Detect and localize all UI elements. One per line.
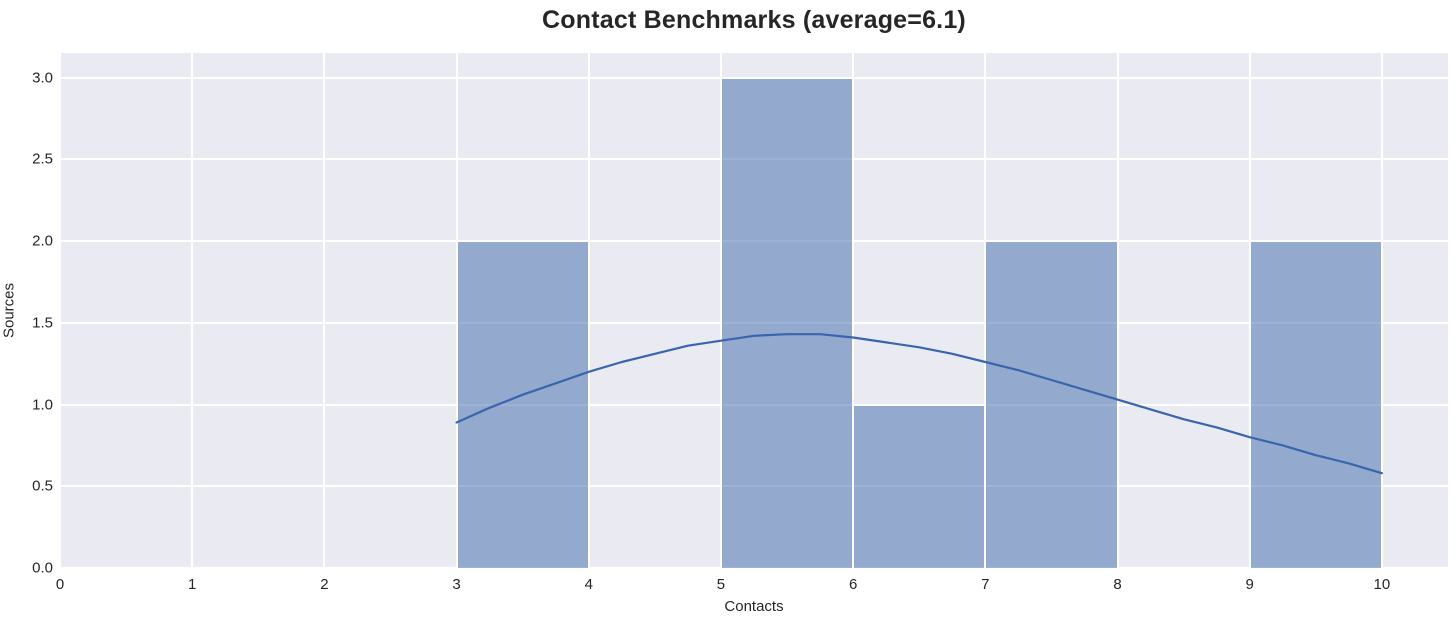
y-tick-label: 1.0 [32, 396, 53, 413]
y-tick-label: 1.5 [32, 314, 53, 332]
gridline-vertical [59, 53, 61, 568]
y-tick-label: 3.0 [32, 69, 53, 87]
histogram-bar [456, 241, 589, 568]
x-tick-label: 1 [188, 576, 197, 593]
x-tick-label: 10 [1373, 576, 1391, 593]
chart-title: Contact Benchmarks (average=6.1) [542, 6, 966, 34]
x-axis-label: Contacts [724, 598, 784, 615]
gridline-vertical [191, 53, 194, 568]
plot-area [59, 53, 1448, 569]
histogram-bar [985, 241, 1118, 568]
y-tick-label: 2.0 [32, 232, 53, 250]
x-tick-label: 5 [716, 576, 726, 593]
histogram-bar [853, 404, 986, 568]
x-tick-label: 3 [452, 576, 461, 593]
y-axis-label: Sources [0, 282, 18, 339]
gridline-vertical [1116, 53, 1119, 568]
gridline-horizontal [60, 567, 1448, 569]
x-tick-label: 8 [1113, 576, 1122, 593]
x-tick-label: 4 [584, 576, 593, 593]
y-tick-label: 0.0 [32, 559, 53, 577]
x-tick-label: 2 [320, 576, 329, 593]
histogram-bar [1249, 241, 1382, 568]
kde-curve [455, 333, 1383, 475]
gridline-vertical [852, 53, 855, 568]
kde-curve-path [455, 333, 1383, 475]
gridline-vertical [587, 53, 590, 568]
x-tick-label: 9 [1245, 576, 1254, 593]
x-tick-label: 7 [981, 576, 990, 593]
x-tick-label: 6 [848, 576, 858, 593]
histogram-bar [720, 77, 854, 568]
gridline-vertical [1380, 53, 1383, 568]
x-tick-label: 0 [55, 576, 65, 593]
y-tick-label: 2.5 [32, 150, 53, 168]
gridline-vertical [323, 53, 326, 568]
y-tick-label: 0.5 [32, 477, 53, 495]
